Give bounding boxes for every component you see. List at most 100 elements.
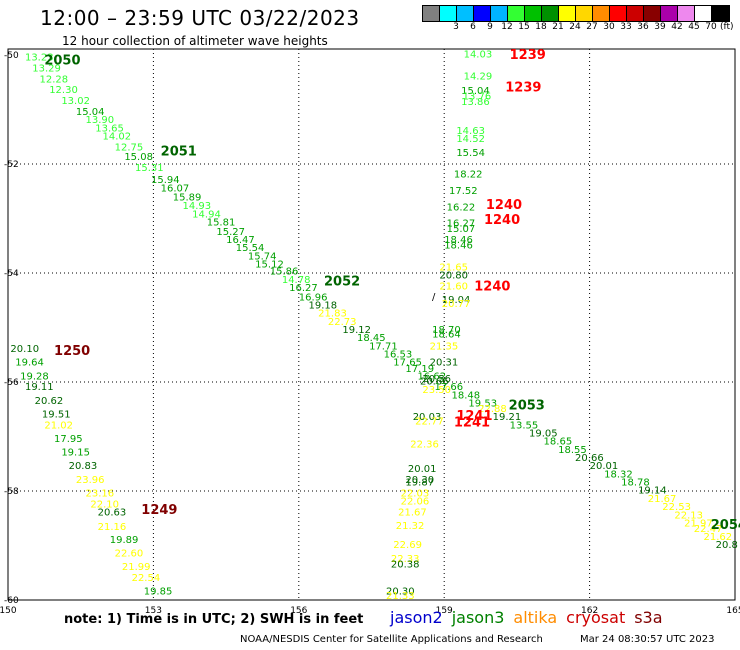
map-subtitle: 12 hour collection of altimeter wave hei… — [62, 34, 328, 48]
wave-height-value: 12.28 — [40, 74, 69, 85]
pass-number-label: 2054 — [711, 518, 740, 533]
wave-height-points: 13.2313.2912.2812.3013.0215.0413.9013.65… — [10, 50, 737, 602]
lon-tick-label: 156 — [290, 606, 307, 616]
legend-swatch — [491, 6, 508, 21]
wave-height-value: 19.15 — [61, 448, 90, 459]
wave-height-value: 20.66 — [575, 453, 604, 464]
wave-height-value: 14.94 — [192, 209, 221, 220]
wave-height-value: 21.65 — [439, 262, 468, 273]
wave-height-value: 23.16 — [86, 488, 115, 499]
wave-height-value: 20.66 — [420, 377, 449, 388]
wave-height-value: 12.30 — [49, 85, 78, 96]
wave-height-value: 16.96 — [299, 292, 328, 303]
wave-height-value: 21.16 — [98, 522, 127, 533]
color-scale-legend — [422, 5, 730, 22]
wave-height-value: 13.55 — [510, 420, 539, 431]
wave-height-value: 19.53 — [468, 399, 497, 410]
pass-number-label: 1239 — [505, 81, 541, 96]
crossover-label: 1241 — [454, 416, 490, 431]
legend-swatch — [440, 6, 457, 21]
lon-tick-label: 162 — [581, 606, 598, 616]
wave-height-value: 14.78 — [282, 275, 311, 286]
pass-number-label: 2051 — [161, 144, 197, 159]
wave-height-value: 17.52 — [449, 186, 478, 197]
wave-height-value: 21.83 — [318, 309, 347, 320]
wave-height-value: 18.32 — [604, 469, 633, 480]
wave-height-value: 19.51 — [42, 409, 71, 420]
wave-height-value: 16.27 — [289, 283, 318, 294]
legend-tick-label: 70 — [705, 22, 717, 32]
pass-number-label: 1250 — [54, 344, 90, 359]
legend-unit-label: (ft) — [720, 22, 734, 32]
legend-swatch — [542, 6, 559, 21]
wave-height-value: 18.70 — [432, 325, 461, 336]
wave-height-value: 21.67 — [648, 494, 677, 505]
lon-tick-label: 153 — [145, 606, 162, 616]
wave-height-value: 22.47 — [694, 524, 723, 535]
wave-height-value: 17.66 — [435, 382, 464, 393]
wave-height-value: 22.77 — [415, 417, 444, 428]
wave-height-value: 19.89 — [110, 535, 139, 546]
legend-swatch — [627, 6, 644, 21]
wave-height-value: 19.05 — [529, 429, 558, 440]
wave-height-value: 17.95 — [54, 434, 83, 445]
wave-height-value: 18.65 — [544, 437, 573, 448]
legend-tick-label: 42 — [671, 22, 683, 32]
legend-swatch — [712, 6, 729, 21]
wave-height-value: 20.31 — [430, 358, 459, 369]
wave-height-value: 22.06 — [401, 497, 430, 508]
wave-height-value: 22.13 — [674, 510, 703, 521]
lon-tick-label: 159 — [436, 606, 453, 616]
wave-height-value: 20.83 — [69, 461, 98, 472]
wave-height-value: 19.14 — [638, 486, 667, 497]
wave-height-value: 22.36 — [410, 439, 439, 450]
wave-height-value: 14.29 — [464, 72, 493, 83]
wave-height-value: 14.93 — [182, 201, 211, 212]
legend-tick-label: 36 — [637, 22, 649, 32]
pass-number-label: 1240 — [486, 198, 522, 213]
wave-height-value: 18.48 — [451, 390, 480, 401]
wave-height-value: 20.80 — [439, 270, 468, 281]
wave-height-value: 15.81 — [207, 218, 236, 229]
wave-height-value: 13.90 — [86, 115, 115, 126]
footnote: note: 1) Time is in UTC; 2) SWH is in fe… — [64, 612, 364, 627]
credit-line: NOAA/NESDIS Center for Satellite Applica… — [240, 634, 543, 645]
legend-tick-label: 6 — [470, 22, 476, 32]
wave-height-value: 20.01 — [590, 461, 619, 472]
wave-height-value: 15.54 — [236, 243, 265, 254]
wave-height-value: 21.33 — [386, 591, 415, 602]
pass-number-label: 1240 — [474, 279, 510, 294]
legend-swatch — [508, 6, 525, 21]
wave-height-value: 20.62 — [35, 396, 64, 407]
legend-tick-label: 15 — [518, 22, 530, 32]
wave-height-value: 15.07 — [447, 224, 476, 235]
wave-height-value: 21.35 — [430, 341, 459, 352]
legend-swatch — [610, 6, 627, 21]
wave-height-value: 20.30 — [386, 587, 415, 598]
wave-height-value: 19.18 — [308, 300, 337, 311]
legend-swatch — [559, 6, 576, 21]
wave-height-value: 23.50 — [422, 385, 451, 396]
generated-timestamp: Mar 24 08:30:57 UTC 2023 — [580, 634, 715, 645]
axis-labels: 150 153 156 159 162 165 -50 -52 -54 -56 -58 -60 — [0, 51, 740, 616]
wave-height-value: 12.75 — [115, 142, 144, 153]
legend-swatch — [593, 6, 610, 21]
pass-number-label: 2053 — [509, 398, 545, 413]
wave-height-value: 15.74 — [248, 251, 277, 262]
wave-height-value: 17.71 — [369, 341, 398, 352]
wave-height-value: 15.12 — [255, 260, 284, 271]
wave-height-value: 16.22 — [447, 202, 476, 213]
legend-swatch — [644, 6, 661, 21]
wave-height-value: 20.63 — [98, 508, 127, 519]
wave-height-value: 18.46 — [444, 235, 473, 246]
wave-height-value: 21.02 — [44, 420, 73, 431]
wave-height-value: 18.55 — [558, 445, 587, 456]
satellite-name: s3a — [634, 608, 663, 627]
legend-tick-label: 12 — [501, 22, 513, 32]
legend-tick-label: 39 — [654, 22, 666, 32]
satellite-legend: jason2 jason3 altika cryosat s3a — [390, 608, 672, 627]
wave-height-value: 13.23 — [25, 52, 54, 63]
wave-height-value: 21.67 — [398, 508, 427, 519]
pass-number-label: 1240 — [484, 213, 520, 228]
mark-glyph: / — [432, 292, 436, 303]
